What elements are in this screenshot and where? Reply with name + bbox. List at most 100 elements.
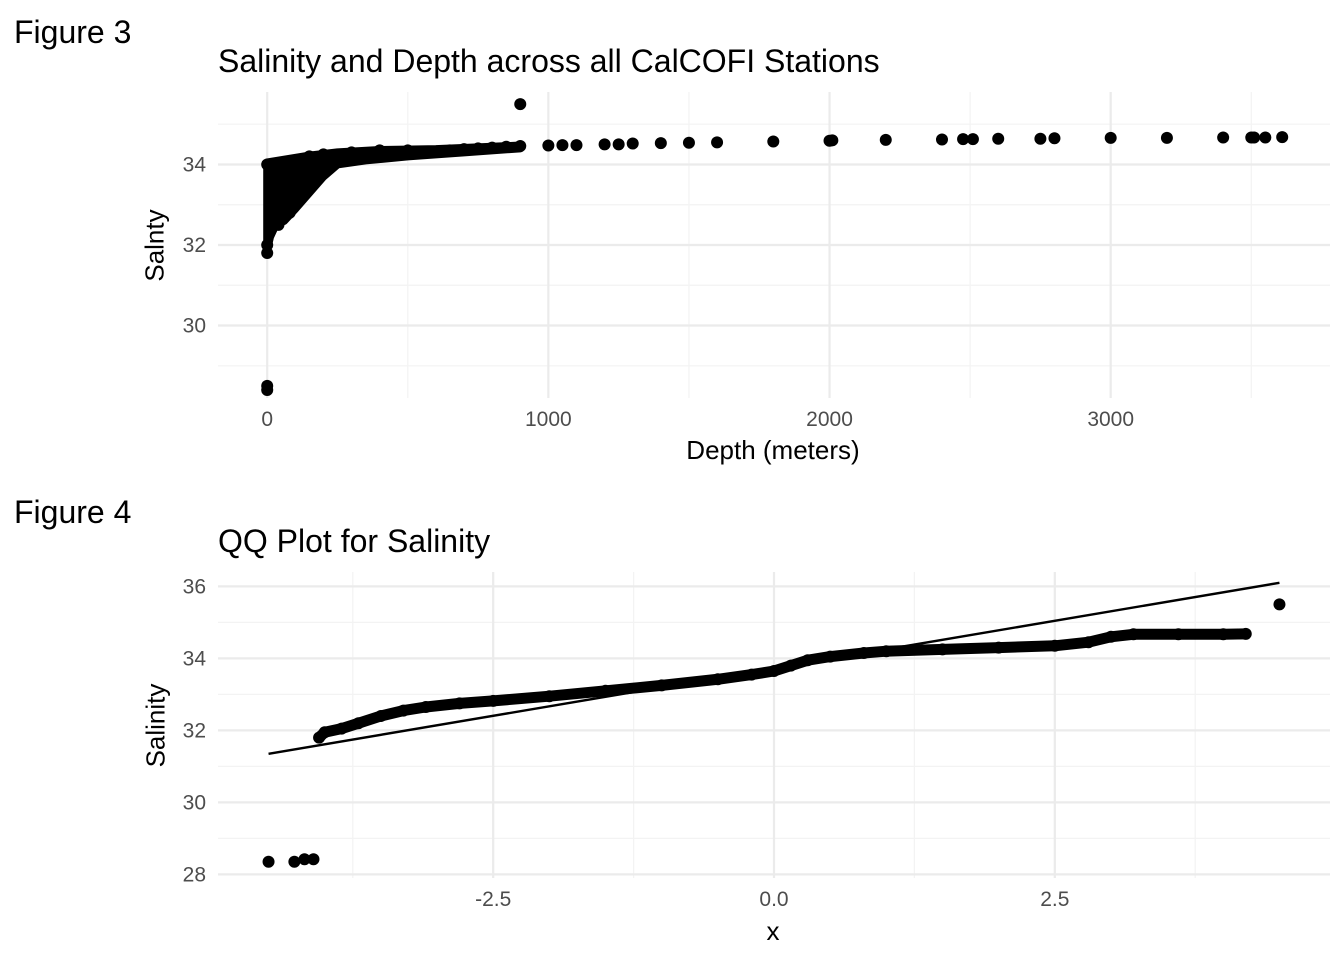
chart1-point	[570, 139, 583, 152]
chart1-point	[626, 137, 639, 150]
chart1-point	[429, 145, 442, 158]
chart2-point	[262, 855, 275, 868]
chart1-point	[261, 158, 274, 171]
chart1-point	[957, 133, 970, 146]
chart1-point	[556, 139, 569, 152]
chart1-point	[401, 144, 414, 157]
chart1-point	[598, 138, 611, 151]
chart2-point	[880, 645, 893, 658]
chart1-point	[966, 133, 979, 146]
chart1-x-tick-label: 1000	[525, 408, 572, 431]
chart1-point	[1034, 132, 1047, 145]
chart1-point	[303, 174, 316, 187]
chart2-point	[1082, 636, 1095, 649]
chart1-point	[261, 247, 274, 260]
chart2-point	[453, 697, 466, 710]
chart1-point	[612, 138, 625, 151]
chart2-point	[824, 650, 837, 663]
chart2-point	[745, 668, 758, 681]
chart2-point	[599, 684, 612, 697]
chart1-point	[359, 150, 372, 163]
chart1-x-tick-label: 2000	[806, 408, 853, 431]
chart2-y-tick-label: 30	[183, 791, 206, 814]
chart1-point	[294, 186, 307, 199]
chart2-point	[1104, 630, 1117, 643]
chart1-point	[317, 158, 330, 171]
chart2-point	[1239, 627, 1252, 640]
chart2-point	[992, 641, 1005, 654]
chart2-point	[1172, 628, 1185, 641]
chart1-point	[1248, 131, 1261, 144]
chart1-point	[542, 139, 555, 152]
chart1-point	[472, 142, 485, 155]
chart1-point	[1259, 131, 1272, 144]
chart1-point	[303, 150, 316, 163]
chart2-x-tick-label: 0.0	[759, 888, 788, 911]
chart2-point	[784, 659, 797, 672]
chart1-point	[514, 139, 527, 152]
chart2-point	[768, 665, 780, 677]
chart2-point	[801, 654, 814, 667]
chart2-point	[1127, 628, 1140, 641]
chart1-point	[1160, 131, 1173, 144]
chart2-point	[1048, 639, 1061, 652]
chart1-point	[289, 154, 302, 167]
chart1-point	[458, 143, 471, 156]
chart2-point	[374, 710, 387, 722]
chart1-dense-mass	[263, 141, 525, 254]
chart1-plot: 0 1000 2000 3000 30 32 34	[183, 92, 1330, 431]
chart1-point	[654, 137, 667, 150]
chart1-point	[1276, 131, 1289, 144]
chart1-point	[331, 154, 344, 167]
chart2-y-tick-label: 32	[183, 719, 206, 742]
chart2-point	[1217, 628, 1230, 641]
chart2-point	[298, 853, 311, 866]
chart2-point	[419, 701, 432, 713]
chart1-point	[1217, 131, 1230, 144]
chart1-point	[500, 140, 513, 153]
chart1-point	[415, 146, 428, 159]
chart2-point	[857, 647, 870, 659]
figure4-label: Figure 4	[14, 494, 132, 530]
chart2-point	[655, 679, 668, 692]
chart1-x-tick-label: 3000	[1087, 408, 1134, 431]
chart1-point	[992, 132, 1005, 145]
chart1-point	[261, 379, 274, 392]
chart1-point	[289, 198, 302, 211]
chart2-point	[318, 726, 331, 739]
chart1-y-tick-label: 30	[183, 315, 206, 338]
chart2-y-tick-label: 36	[183, 575, 206, 598]
figure3-label: Figure 3	[14, 14, 132, 50]
chart2-point	[711, 673, 724, 686]
chart2-point	[288, 855, 301, 868]
chart2-x-tick-label: 2.5	[1040, 888, 1069, 911]
chart2-y-tick-label: 28	[183, 863, 206, 886]
chart2-point	[543, 690, 556, 703]
chart1-point	[264, 198, 277, 211]
chart2-point	[397, 704, 410, 717]
chart1-point	[767, 135, 780, 148]
chart1-point	[387, 148, 400, 161]
chart2-point	[1273, 598, 1286, 611]
chart1-point	[514, 98, 527, 111]
chart1-point	[275, 156, 288, 169]
chart2-point	[307, 853, 320, 866]
chart1-x-axis-title: Depth (meters)	[686, 435, 860, 465]
chart2-point	[936, 643, 949, 656]
chart2-x-axis-title: x	[766, 916, 780, 946]
chart2-y-tick-label: 34	[183, 647, 207, 670]
chart1-point	[711, 136, 724, 149]
chart1-title: Salinity and Depth across all CalCOFI St…	[218, 43, 880, 79]
chart1-point	[826, 134, 839, 147]
chart2-title: QQ Plot for Salinity	[218, 523, 491, 559]
chart2-point	[335, 722, 348, 735]
chart1-point	[373, 144, 386, 157]
chart1-point	[879, 133, 892, 146]
chart2-point	[352, 717, 365, 730]
chart1-point	[317, 148, 330, 161]
chart1-y-tick-label: 32	[183, 234, 206, 257]
chart1-x-tick-label: 0	[261, 408, 273, 431]
chart1-point	[345, 146, 358, 159]
chart1-point	[486, 141, 499, 154]
chart1-point	[443, 144, 456, 157]
